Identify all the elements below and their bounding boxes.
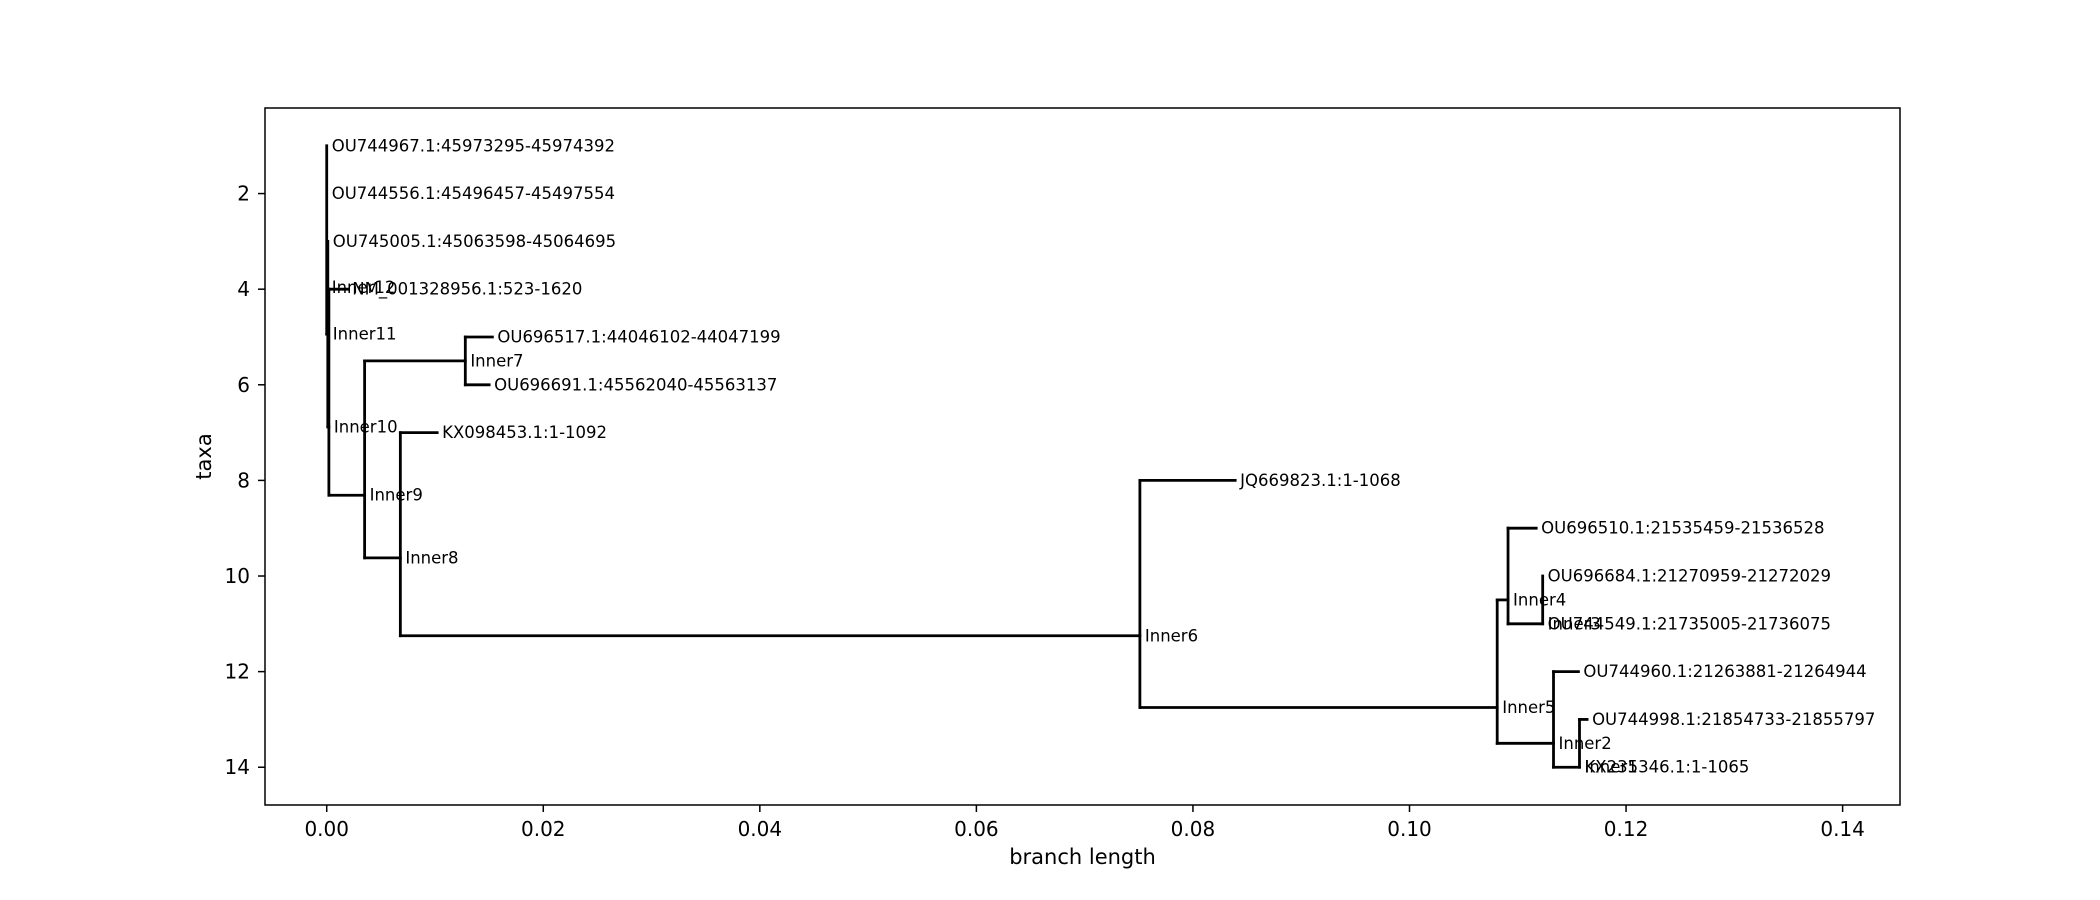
node-label-ou696517-1-44046102-44047199: OU696517.1:44046102-44047199 bbox=[497, 327, 780, 346]
x-tick-label: 0.10 bbox=[1387, 817, 1432, 841]
y-axis-label: taxa bbox=[192, 433, 216, 479]
x-tick-label: 0.00 bbox=[304, 817, 349, 841]
node-label-nm-001328956-1-523-1620: NM_001328956.1:523-1620 bbox=[352, 280, 582, 300]
node-label-inner3: Inner3 bbox=[1548, 614, 1601, 633]
node-label-ou696510-1-21535459-21536528: OU696510.1:21535459-21536528 bbox=[1541, 519, 1824, 538]
x-tick-label: 0.04 bbox=[738, 817, 783, 841]
node-label-inner11: Inner11 bbox=[333, 325, 397, 344]
tree-branches bbox=[325, 144, 1589, 769]
node-labels: Inner12 OU744967.1:45973295-45974392 OU744… bbox=[332, 136, 1876, 776]
x-tick-label: 0.12 bbox=[1604, 817, 1649, 841]
node-label-inner6: Inner6 bbox=[1145, 626, 1198, 645]
x-tick-label: 0.08 bbox=[1171, 817, 1216, 841]
y-tick-label: 14 bbox=[225, 755, 250, 779]
node-label-inner8: Inner8 bbox=[405, 548, 458, 567]
x-tick-label: 0.06 bbox=[954, 817, 999, 841]
node-label-ou696684-1-21270959-21272029: OU696684.1:21270959-21272029 bbox=[1548, 567, 1831, 586]
node-label-jq669823-1-1-1068: JQ669823.1:1-1068 bbox=[1239, 471, 1401, 490]
y-tick-label: 12 bbox=[225, 660, 250, 684]
node-label-ou696691-1-45562040-45563137: OU696691.1:45562040-45563137 bbox=[494, 375, 777, 394]
plot-frame bbox=[264, 107, 1901, 806]
node-label-inner4: Inner4 bbox=[1513, 590, 1566, 609]
node-label-inner5: Inner5 bbox=[1502, 698, 1555, 717]
y-tick-label: 4 bbox=[237, 277, 250, 301]
node-label-kx098453-1-1-1092: KX098453.1:1-1092 bbox=[442, 423, 607, 442]
node-label-ou744960-1-21263881-21264944: OU744960.1:21263881-21264944 bbox=[1583, 662, 1866, 681]
node-label-inner9: Inner9 bbox=[370, 486, 423, 505]
node-label-ou745005-1-45063598-45064695: OU745005.1:45063598-45064695 bbox=[333, 232, 616, 251]
node-label-inner1: Inner1 bbox=[1584, 758, 1637, 777]
node-label-inner12: Inner12 bbox=[332, 278, 396, 297]
y-tick-label: 2 bbox=[237, 182, 250, 206]
y-tick-label: 10 bbox=[225, 564, 250, 588]
node-label-kx235346-1-1-1065: KX235346.1:1-1065 bbox=[1584, 758, 1749, 777]
x-axis-label: branch length bbox=[1009, 845, 1156, 869]
node-label-ou744998-1-21854733-21855797: OU744998.1:21854733-21855797 bbox=[1592, 710, 1875, 729]
x-axis-ticks: 0.00 0.02 0.04 0.06 0.08 0.10 0.12 0.14 bbox=[304, 805, 1865, 841]
node-label-ou744549-1-21735005-21736075: OU744549.1:21735005-21736075 bbox=[1548, 614, 1831, 633]
x-tick-label: 0.14 bbox=[1820, 817, 1865, 841]
node-label-inner10: Inner10 bbox=[334, 417, 398, 436]
y-axis-ticks: 2 4 6 8 10 12 14 bbox=[225, 182, 265, 779]
node-label-ou744556-1-45496457-45497554: OU744556.1:45496457-45497554 bbox=[332, 184, 615, 203]
node-label-inner7: Inner7 bbox=[470, 351, 523, 370]
node-label-inner2: Inner2 bbox=[1559, 734, 1612, 753]
y-tick-label: 8 bbox=[237, 468, 250, 492]
x-tick-label: 0.02 bbox=[521, 817, 566, 841]
node-label-ou744967-1-45973295-45974392: OU744967.1:45973295-45974392 bbox=[332, 136, 615, 155]
y-tick-label: 6 bbox=[237, 373, 250, 397]
